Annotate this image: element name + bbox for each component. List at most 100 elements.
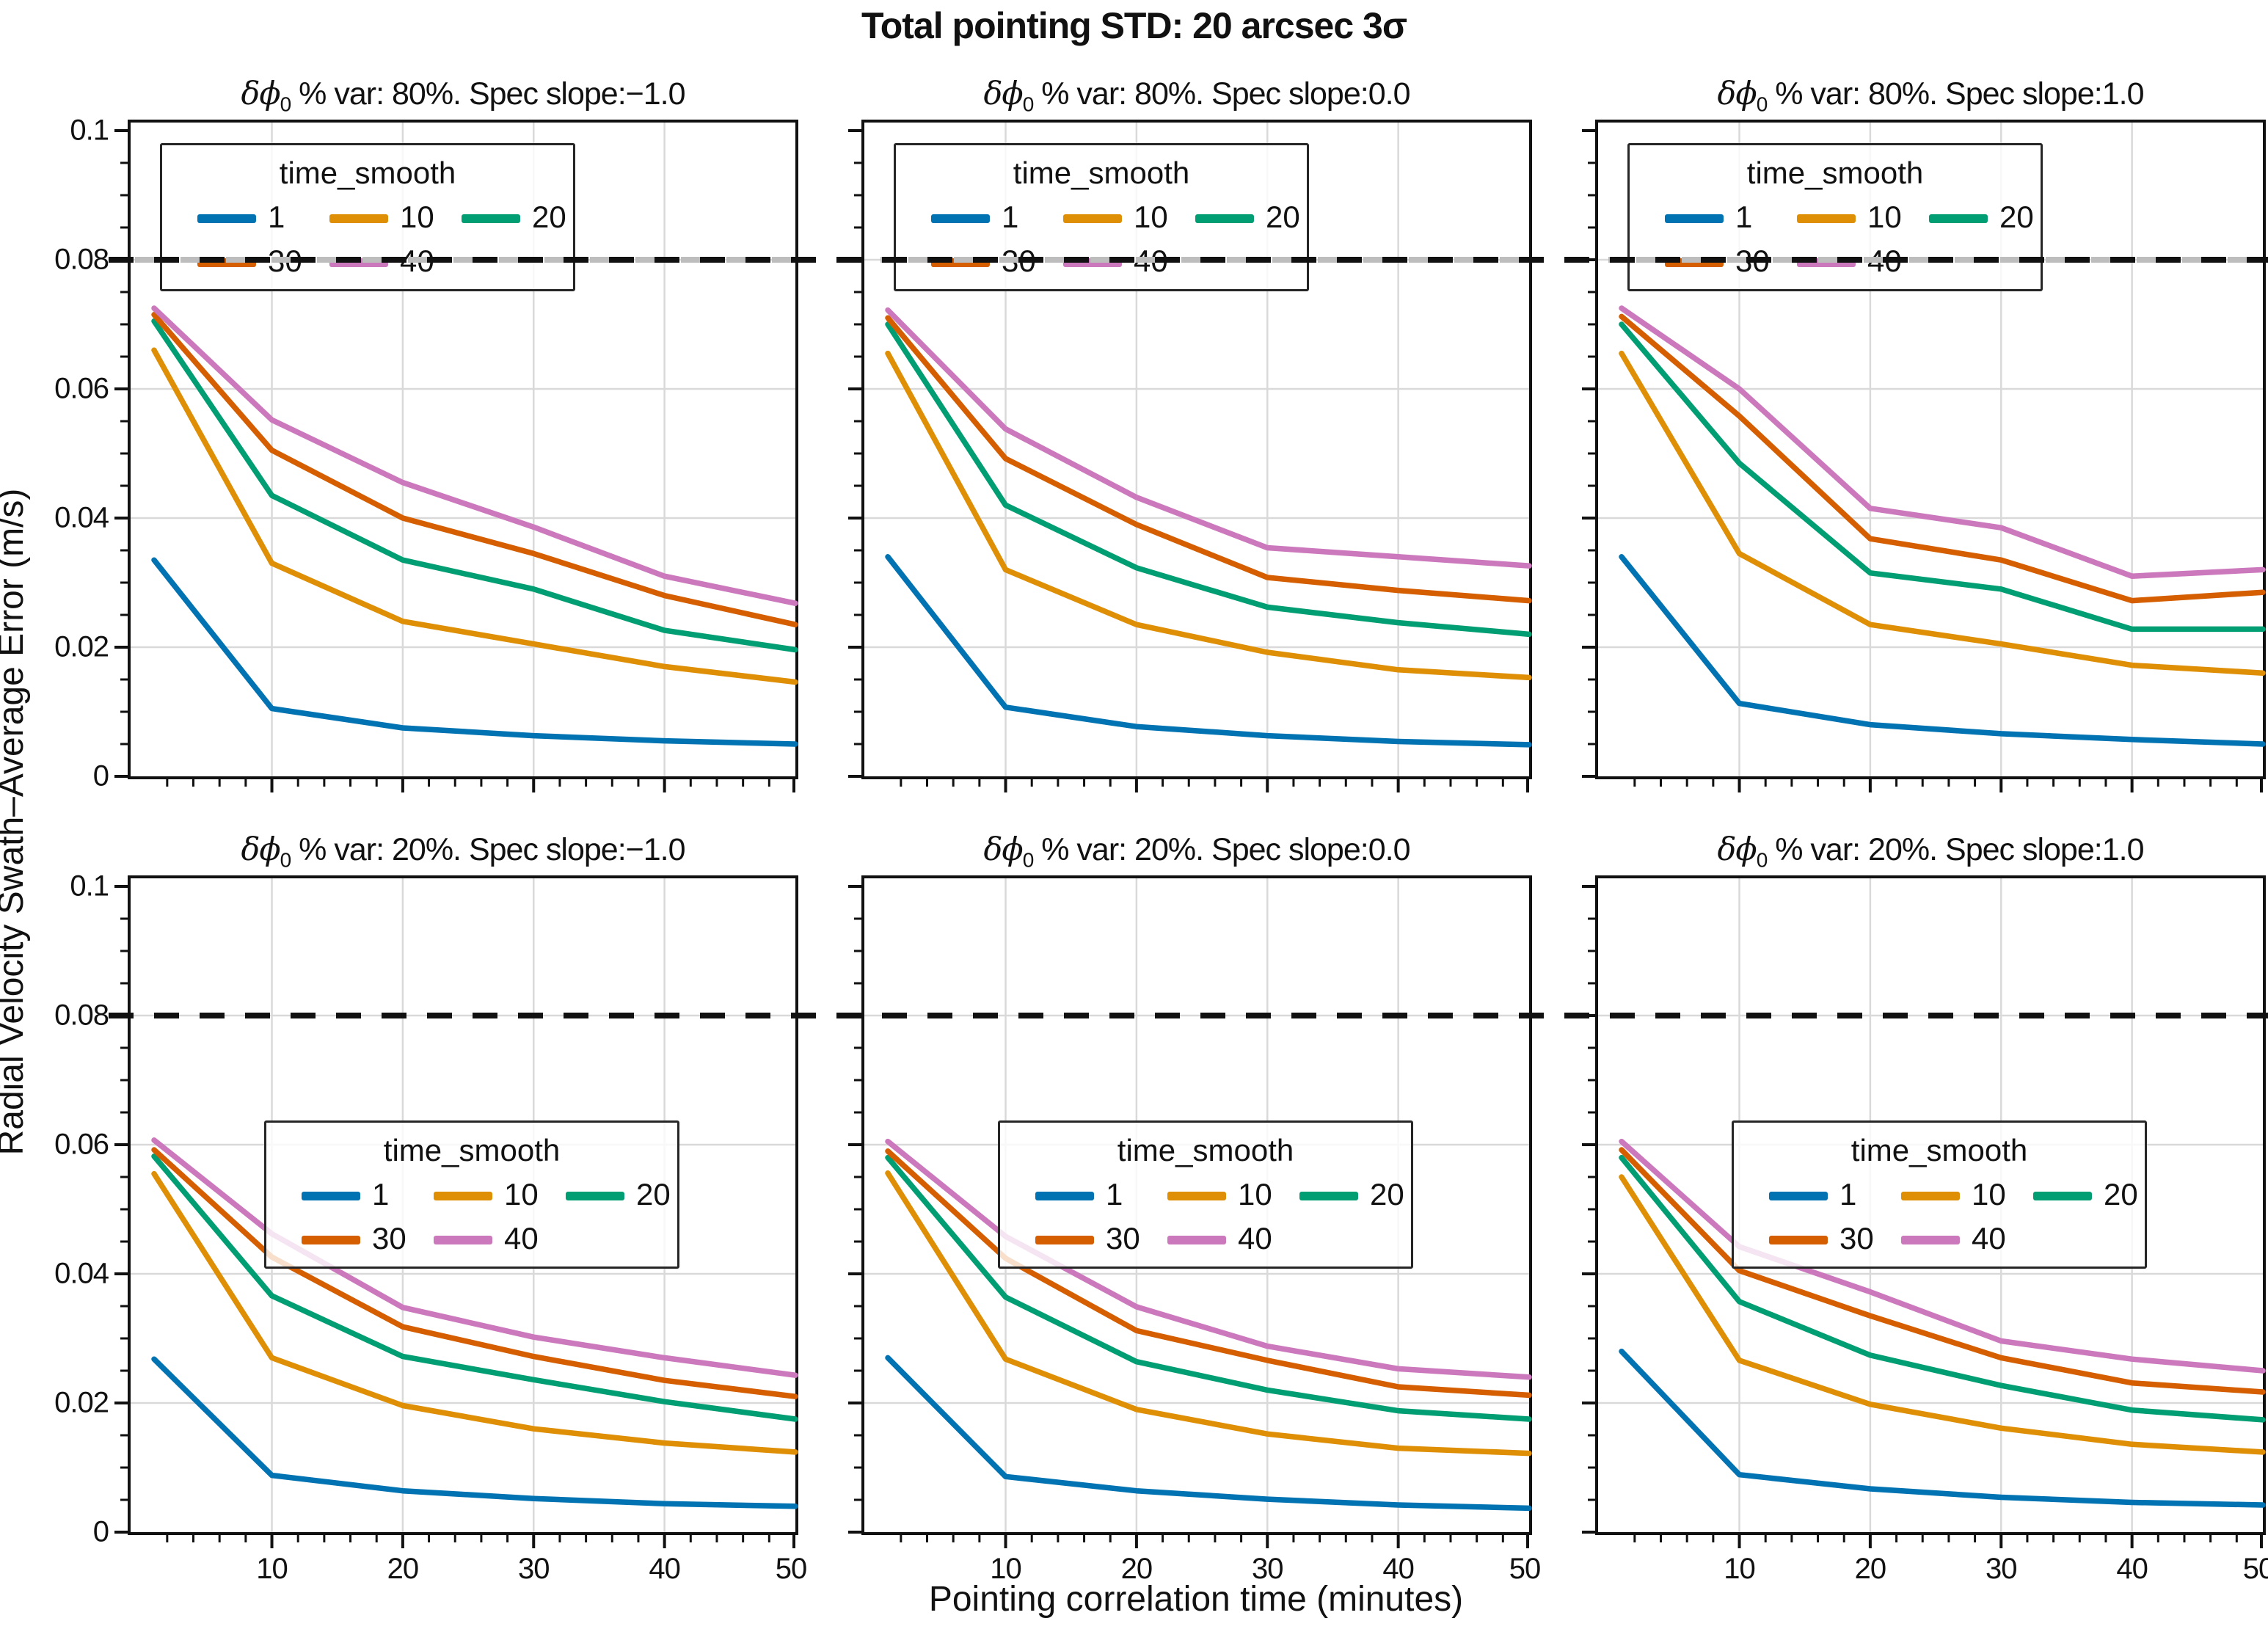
threshold-dashed-line-row2 bbox=[109, 1013, 2268, 1018]
y-tick-label: 0 bbox=[92, 759, 109, 792]
subplot-title: δϕ0 % var: 80%. Spec slope:1.0 bbox=[1717, 76, 2145, 116]
legend-swatch-30 bbox=[1769, 1236, 1828, 1244]
legend-entry-label: 20 bbox=[1370, 1177, 1404, 1211]
legend-swatch-1 bbox=[1665, 214, 1724, 223]
subplot-title: δϕ0 % var: 80%. Spec slope:−1.0 bbox=[241, 76, 685, 116]
line-series-20 bbox=[151, 318, 798, 653]
subplot-r1c0: δϕ0 % var: 20%. Spec slope:−1.0 0 0.02 0.04… bbox=[54, 831, 807, 1585]
legend-entry-label: 30 bbox=[372, 1221, 406, 1255]
legend-entry-1: 1 bbox=[1769, 1177, 1894, 1214]
legend-swatch-40 bbox=[1167, 1236, 1226, 1244]
legend-entry-10: 10 bbox=[1167, 1177, 1292, 1214]
plot-canvas bbox=[1582, 123, 2266, 792]
legend-swatch-20 bbox=[1929, 214, 1988, 223]
legend-title: time_smooth bbox=[1013, 156, 1190, 190]
legend-swatch-10 bbox=[1063, 214, 1122, 223]
plot-canvas bbox=[848, 878, 1532, 1548]
line-series-30 bbox=[151, 1147, 798, 1399]
line-series-40 bbox=[1619, 305, 2266, 579]
line-series-1 bbox=[1619, 554, 2266, 747]
legend-entry-label: 20 bbox=[532, 200, 566, 234]
legend-title: time_smooth bbox=[1117, 1133, 1294, 1167]
line-series-20 bbox=[885, 321, 1532, 638]
legend-entry-20: 20 bbox=[1929, 200, 2054, 236]
legend-entry-20: 20 bbox=[1195, 200, 1320, 236]
y-tick-label: 0 bbox=[92, 1515, 109, 1548]
legend-entry-1: 1 bbox=[1665, 200, 1790, 236]
subplot-title: δϕ0 % var: 20%. Spec slope:−1.0 bbox=[241, 831, 685, 872]
line-series-10 bbox=[1619, 350, 2266, 676]
line-series-30 bbox=[885, 1148, 1532, 1399]
legend-entry-label: 1 bbox=[372, 1177, 390, 1211]
legend-swatch-30 bbox=[1035, 1236, 1094, 1244]
legend-swatch-10 bbox=[434, 1192, 492, 1200]
legend-swatch-20 bbox=[566, 1192, 624, 1200]
legend-entry-20: 20 bbox=[566, 1177, 690, 1214]
legend-entry-30: 30 bbox=[302, 1221, 426, 1258]
legend-swatch-20 bbox=[1195, 214, 1254, 223]
legend-entry-label: 20 bbox=[2104, 1177, 2138, 1211]
legend-swatch-30 bbox=[302, 1236, 360, 1244]
y-tick-label: 0.08 bbox=[54, 999, 109, 1032]
legend-entry-label: 20 bbox=[1999, 200, 2034, 234]
legend-entry-10: 10 bbox=[1797, 200, 1922, 236]
legend-title: time_smooth bbox=[1746, 156, 1924, 190]
legend-entry-40: 40 bbox=[1167, 1221, 1292, 1258]
subplot-r0c1: δϕ0 % var: 80%. Spec slope:0.0 time_smoot… bbox=[848, 76, 1532, 792]
legend-entry-label: 20 bbox=[1266, 200, 1300, 234]
legend-entry-label: 10 bbox=[1134, 200, 1168, 234]
y-axis-label: Radial Velocity Swath–Average Error (m/s… bbox=[0, 488, 31, 1156]
line-series-1 bbox=[151, 1356, 798, 1509]
legend-swatch-40 bbox=[1901, 1236, 1960, 1244]
legend-entry-40: 40 bbox=[1901, 1221, 2026, 1258]
x-tick-label: 40 bbox=[2116, 1553, 2148, 1585]
legend-swatch-10 bbox=[1797, 214, 1856, 223]
line-series-20 bbox=[1619, 321, 2266, 633]
legend-entry-10: 10 bbox=[1901, 1177, 2026, 1214]
line-series-30 bbox=[1619, 1147, 2266, 1395]
y-tick-label: 0.02 bbox=[54, 630, 109, 663]
legend-entry-label: 1 bbox=[1106, 1177, 1123, 1211]
legend-entry-1: 1 bbox=[931, 200, 1056, 236]
x-tick-label: 10 bbox=[1724, 1553, 1755, 1585]
subplot-title: δϕ0 % var: 80%. Spec slope:0.0 bbox=[983, 76, 1411, 116]
x-tick-label: 50 bbox=[1509, 1553, 1541, 1585]
legend-swatch-10 bbox=[329, 214, 388, 223]
subplot-r1c1: δϕ0 % var: 20%. Spec slope:0.0 10 20 30 40 50… bbox=[848, 831, 1541, 1585]
legend-swatch-20 bbox=[2033, 1192, 2092, 1200]
legend-entry-label: 30 bbox=[1839, 1221, 1874, 1255]
x-tick-label: 10 bbox=[990, 1553, 1021, 1585]
subplot-title: δϕ0 % var: 20%. Spec slope:1.0 bbox=[1717, 831, 2145, 872]
legend-swatch-1 bbox=[1769, 1192, 1828, 1200]
threshold-dashed-line-row1 bbox=[109, 257, 2268, 263]
line-series-10 bbox=[885, 1170, 1532, 1457]
line-series-10 bbox=[885, 350, 1532, 681]
subplot-r1c2: δϕ0 % var: 20%. Spec slope:1.0 10 20 30 40 50… bbox=[1582, 831, 2268, 1585]
line-series-1 bbox=[885, 1355, 1532, 1512]
legend-entry-label: 10 bbox=[1238, 1177, 1272, 1211]
legend-entry-20: 20 bbox=[1299, 1177, 1424, 1214]
legend-entry-label: 20 bbox=[636, 1177, 671, 1211]
x-tick-label: 20 bbox=[1120, 1553, 1153, 1585]
legend-swatch-10 bbox=[1901, 1192, 1960, 1200]
legend-entry-label: 40 bbox=[1238, 1221, 1272, 1255]
x-axis-label: Pointing correlation time (minutes) bbox=[928, 1580, 1464, 1619]
legend-entry-30: 30 bbox=[1769, 1221, 1894, 1258]
line-series-20 bbox=[151, 1153, 798, 1422]
legend-entry-label: 1 bbox=[1735, 200, 1753, 234]
legend-entry-1: 1 bbox=[1035, 1177, 1160, 1214]
legend-entry-label: 1 bbox=[1839, 1177, 1857, 1211]
legend-swatch-40 bbox=[434, 1236, 492, 1244]
legend-entry-1: 1 bbox=[197, 200, 322, 236]
line-series-40 bbox=[151, 1137, 798, 1378]
line-series-1 bbox=[151, 557, 798, 747]
line-series-10 bbox=[151, 1170, 798, 1455]
x-tick-label: 50 bbox=[2242, 1553, 2268, 1585]
legend-entry-20: 20 bbox=[2033, 1177, 2158, 1214]
